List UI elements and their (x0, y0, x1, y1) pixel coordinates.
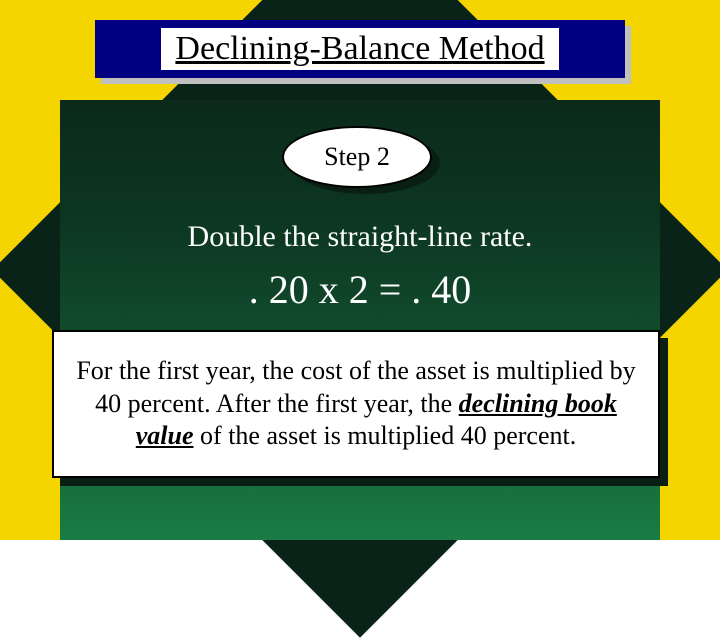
slide: Declining-Balance Method Step 2 Double t… (0, 0, 720, 540)
description-box: For the first year, the cost of the asse… (52, 330, 660, 478)
step-label: Step 2 (324, 142, 390, 172)
step-ellipse: Step 2 (282, 126, 432, 188)
instruction-text: Double the straight-line rate. (0, 220, 720, 254)
slide-title: Declining-Balance Method (161, 28, 558, 70)
title-box: Declining-Balance Method (95, 20, 625, 78)
description-suffix: of the asset is multiplied 40 percent. (194, 421, 577, 450)
description-text: For the first year, the cost of the asse… (72, 355, 640, 453)
equation-text: . 20 x 2 = . 40 (0, 266, 720, 313)
